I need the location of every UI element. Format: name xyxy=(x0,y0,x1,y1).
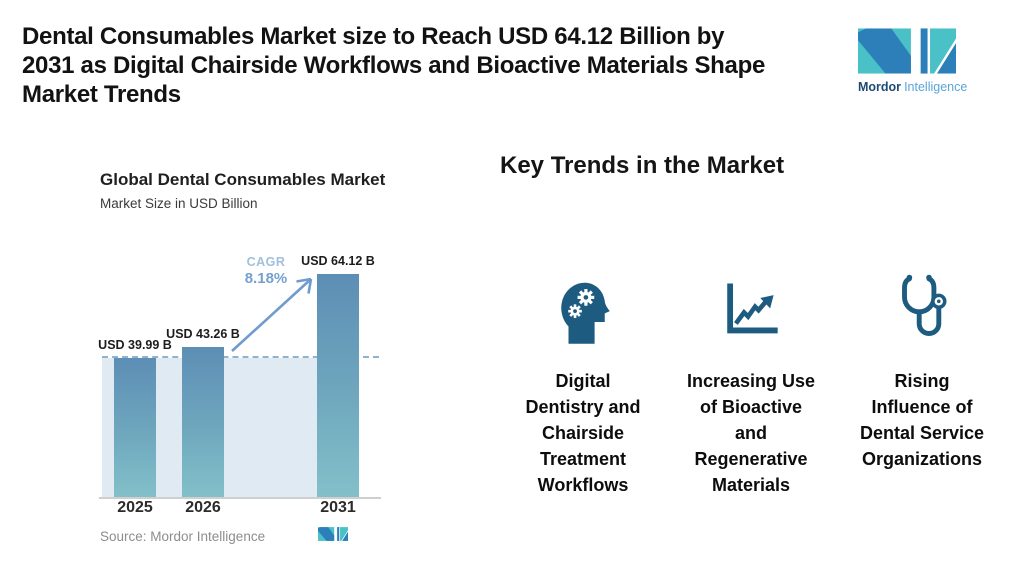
page-title-line-2: 2031 as Digital Chairside Workflows and … xyxy=(22,52,765,79)
bar-value-label-2026: USD 43.26 B xyxy=(166,327,240,341)
trend-item-bioactive-materials: Increasing Use of Bioactive and Regenera… xyxy=(663,268,839,498)
trend-item-dental-service-orgs: Rising Influence of Dental Service Organ… xyxy=(834,268,1010,472)
page-title-line-3: Market Trends xyxy=(22,81,181,108)
source-attribution: Source: Mordor Intelligence xyxy=(100,529,266,544)
bar-value-label-2031: USD 64.12 B xyxy=(301,254,375,268)
head-gears-icon xyxy=(561,282,610,344)
mordor-mini-logo-icon xyxy=(318,527,348,541)
chart-subtitle: Market Size in USD Billion xyxy=(100,196,258,211)
cagr-label: CAGR xyxy=(246,255,286,269)
line-chart-icon xyxy=(727,283,778,334)
logo-brand-light: Intelligence xyxy=(904,80,968,94)
x-axis-label-2026: 2026 xyxy=(185,499,221,516)
trend-item-digital-dentistry: Digital Dentistry and Chairside Treatmen… xyxy=(495,268,671,498)
bar-chart-plot-area: USD 39.99 B USD 43.26 B USD 64.12 B CAGR… xyxy=(98,240,381,516)
bar-2025 xyxy=(114,358,156,497)
chart-title: Global Dental Consumables Market xyxy=(100,170,386,189)
stethoscope-icon xyxy=(902,274,947,336)
page-title: Dental Consumables Market size to Reach … xyxy=(22,22,842,109)
cagr-annotation: CAGR 8.18% xyxy=(226,255,306,287)
growth-arrow-icon xyxy=(231,277,313,352)
bar-2031 xyxy=(317,274,359,497)
trend-label-digital-dentistry: Digital Dentistry and Chairside Treatmen… xyxy=(525,371,641,495)
bar-value-label-2025: USD 39.99 B xyxy=(98,338,172,352)
key-trends-heading: Key Trends in the Market xyxy=(500,152,785,179)
mordor-logo-icon xyxy=(858,28,956,74)
mordor-logo-wordmark: Mordor Intelligence xyxy=(858,80,978,94)
trend-label-dental-service-orgs: Rising Influence of Dental Service Organ… xyxy=(859,371,985,469)
page-title-line-1: Dental Consumables Market size to Reach … xyxy=(22,23,725,50)
logo-brand-bold: Mordor xyxy=(858,80,902,94)
mordor-intelligence-logo: Mordor Intelligence xyxy=(858,28,978,94)
reference-dashed-line xyxy=(102,356,379,358)
trend-label-bioactive-materials: Increasing Use of Bioactive and Regenera… xyxy=(686,371,816,495)
cagr-value: 8.18% xyxy=(244,270,288,287)
x-axis-label-2025: 2025 xyxy=(117,499,153,516)
bar-2026 xyxy=(182,347,224,497)
x-axis-label-2031: 2031 xyxy=(320,499,356,516)
